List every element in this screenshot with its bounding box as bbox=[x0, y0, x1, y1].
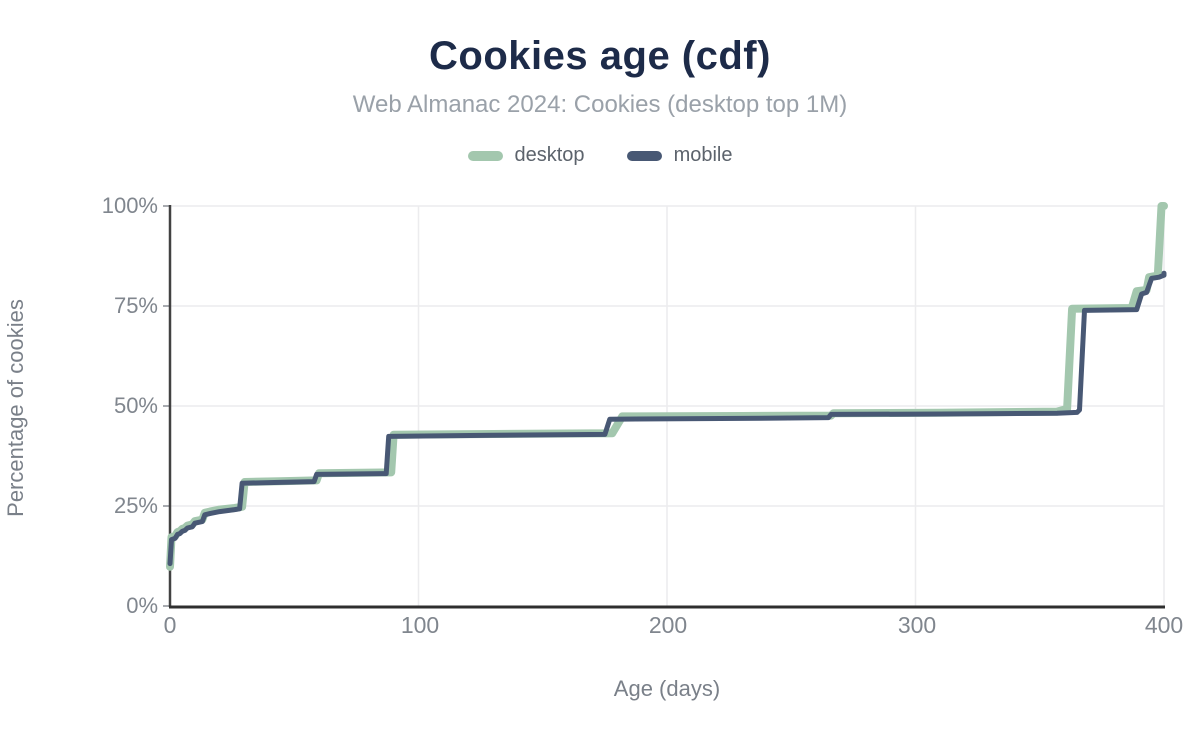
y-tick-label-25: 25% bbox=[113, 493, 158, 518]
x-tick-label-400: 400 bbox=[1144, 612, 1184, 638]
y-tick-label-50: 50% bbox=[113, 393, 158, 418]
page-title: Cookies age (cdf) bbox=[429, 34, 771, 78]
y-tick-label-100: 100% bbox=[101, 193, 158, 218]
legend: desktop mobile bbox=[0, 144, 1200, 167]
x-tick-label-100: 100 bbox=[400, 612, 440, 638]
desktop-series-swatch-icon bbox=[467, 150, 503, 161]
legend-label-desktop: desktop bbox=[514, 144, 585, 166]
series-line-mobile[interactable] bbox=[167, 270, 1167, 567]
legend-item-mobile[interactable]: mobile bbox=[626, 144, 733, 167]
page-subtitle: Web Almanac 2024: Cookies (desktop top 1… bbox=[352, 91, 848, 118]
x-axis-title: Age (days) bbox=[613, 676, 721, 701]
x-tick-label-300: 300 bbox=[897, 612, 937, 638]
legend-item-desktop[interactable]: desktop bbox=[467, 144, 585, 167]
legend-label-mobile: mobile bbox=[673, 144, 733, 166]
mobile-series-swatch-icon bbox=[626, 150, 662, 161]
y-tick-label-75: 75% bbox=[113, 293, 158, 318]
y-tick-label-0: 0% bbox=[126, 593, 158, 618]
x-tick-label-0: 0 bbox=[163, 612, 177, 638]
x-tick-label-200: 200 bbox=[648, 612, 688, 638]
